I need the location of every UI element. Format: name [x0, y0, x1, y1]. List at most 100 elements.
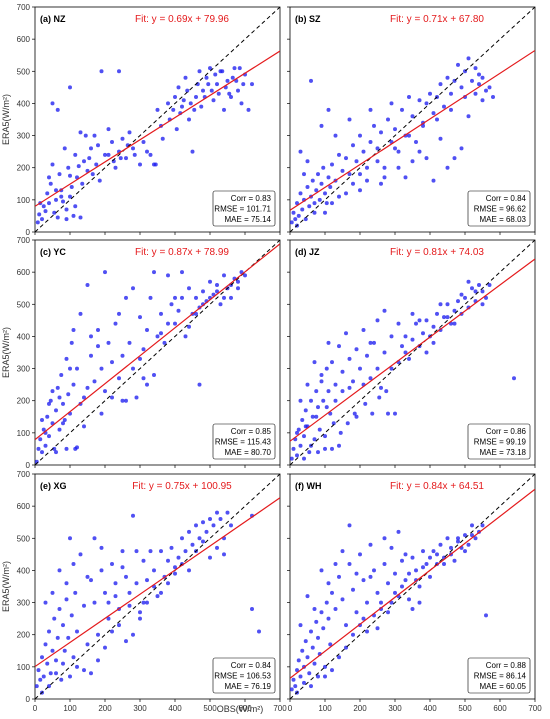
data-point: [215, 545, 219, 550]
data-point: [324, 366, 329, 371]
x-tick-label: 500: [203, 704, 217, 713]
data-point: [99, 411, 104, 416]
data-point: [155, 107, 160, 112]
data-point: [410, 159, 415, 164]
data-point: [370, 411, 375, 416]
data-point: [54, 188, 58, 193]
data-point: [393, 590, 397, 595]
data-point: [347, 356, 352, 361]
y-tick-label: 300: [17, 599, 31, 608]
data-point: [159, 549, 163, 554]
data-point: [171, 107, 176, 112]
data-point: [187, 529, 191, 534]
data-point: [85, 642, 90, 647]
data-point: [166, 558, 170, 563]
data-point: [375, 146, 380, 151]
data-point: [351, 181, 355, 186]
data-point: [328, 185, 333, 189]
data-point: [484, 613, 488, 618]
data-point: [148, 152, 153, 157]
data-point: [417, 149, 422, 154]
data-point: [456, 539, 460, 544]
data-point: [131, 366, 135, 371]
data-point: [442, 315, 446, 320]
data-point: [386, 117, 390, 122]
data-point: [236, 88, 240, 93]
data-point: [480, 98, 485, 103]
data-point: [218, 302, 223, 307]
data-point: [302, 680, 306, 685]
data-point: [92, 133, 97, 138]
data-point: [365, 629, 369, 634]
data-point: [213, 72, 218, 77]
data-point: [368, 140, 373, 144]
data-point: [257, 629, 261, 634]
data-point: [314, 389, 319, 394]
data-point: [41, 204, 46, 209]
data-point: [180, 270, 184, 275]
data-point: [358, 552, 362, 557]
data-point: [452, 321, 457, 326]
data-point: [43, 642, 48, 647]
data-point: [400, 107, 404, 112]
data-point: [310, 414, 315, 419]
data-point: [317, 197, 322, 202]
data-point: [470, 523, 474, 528]
data-point: [442, 562, 446, 566]
data-point: [400, 558, 404, 563]
data-point: [66, 165, 71, 170]
data-point: [68, 674, 72, 679]
data-point: [96, 344, 100, 349]
data-point: [57, 395, 62, 400]
data-point: [324, 405, 329, 410]
data-point: [386, 411, 390, 416]
data-point: [323, 434, 327, 439]
data-point: [298, 149, 303, 154]
data-point: [330, 360, 334, 365]
fit-line: [290, 49, 535, 211]
stats-line: Corr = 0.84: [231, 661, 272, 670]
data-point: [473, 66, 478, 71]
data-point: [354, 571, 359, 576]
data-point: [59, 194, 64, 199]
data-point: [417, 600, 422, 605]
data-point: [145, 600, 149, 605]
data-point: [40, 450, 44, 455]
data-point: [298, 674, 303, 679]
data-point: [75, 629, 79, 634]
data-point: [117, 623, 121, 628]
x-tick-label: 500: [458, 704, 472, 713]
data-point: [382, 562, 387, 566]
y-tick-label: 500: [17, 300, 31, 309]
data-point: [85, 574, 90, 579]
y-tick-label: 600: [17, 35, 31, 44]
fit-line: [35, 497, 280, 668]
y-tick-label: 700: [17, 3, 31, 12]
data-point: [477, 82, 481, 87]
data-point: [302, 434, 306, 439]
data-point: [417, 98, 422, 103]
data-point: [71, 328, 76, 332]
data-point: [347, 385, 352, 390]
data-point: [218, 517, 223, 521]
data-point: [291, 446, 296, 451]
data-point: [393, 127, 397, 132]
data-point: [225, 510, 230, 515]
x-tick-label: 600: [238, 704, 252, 713]
data-point: [52, 210, 57, 215]
data-point: [236, 286, 240, 291]
data-point: [310, 645, 315, 650]
data-point: [159, 331, 163, 336]
data-point: [382, 536, 387, 541]
data-point: [312, 661, 317, 666]
data-point: [340, 369, 345, 374]
data-point: [400, 584, 404, 589]
data-point: [76, 164, 81, 169]
data-point: [159, 311, 163, 316]
data-point: [59, 677, 64, 682]
data-point: [316, 635, 320, 640]
data-point: [396, 165, 401, 170]
y-tick-label: 600: [17, 502, 31, 511]
data-point: [326, 389, 331, 394]
